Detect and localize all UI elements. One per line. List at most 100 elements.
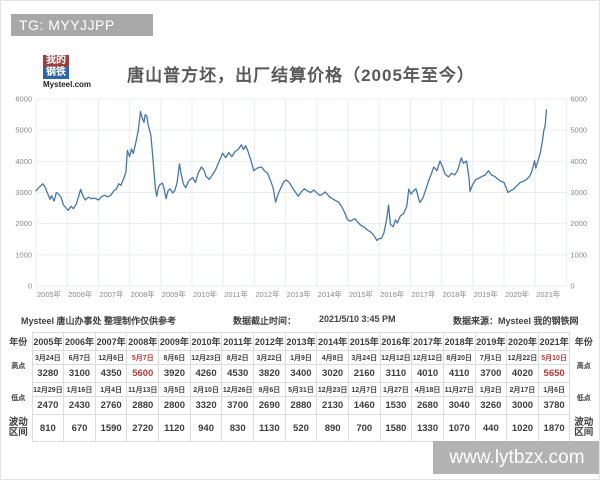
x-axis-label: 2013年 — [287, 289, 312, 299]
range-cell: 1020 — [506, 414, 539, 442]
low-value-cell: 2430 — [63, 396, 96, 415]
low-value-cell: 3320 — [189, 396, 223, 415]
x-axis-label: 2016年 — [380, 289, 405, 299]
low-date-cell: 5月31日 — [284, 382, 318, 397]
high-date-cell: 1月9日 — [284, 350, 318, 365]
high-value-cell: 4010 — [411, 364, 444, 383]
y-axis-label-right: 4000 — [570, 157, 587, 166]
high-date-cell: 7月1日 — [474, 350, 508, 365]
table-row-range: 波动区间 810 670 1590 2720 1120 940 830 1130 520 890 70… — [5, 414, 597, 442]
x-axis-label: 2007年 — [99, 289, 124, 299]
x-axis-label: 2005年 — [37, 289, 62, 299]
year-cell: 2015年 — [347, 332, 381, 351]
low-value-cell: 2760 — [94, 396, 128, 415]
low-date-cell: 1月16日 — [63, 382, 96, 397]
low-value-cell: 2470 — [31, 396, 65, 415]
logo-block-top: 我的 — [43, 55, 69, 67]
low-date-cell: 12月23日 — [316, 382, 349, 397]
high-value-cell: 3280 — [31, 364, 65, 383]
y-axis-label-left: 2000 — [15, 219, 32, 228]
price-series-line — [35, 109, 548, 242]
y-axis-label-left: 1000 — [15, 250, 32, 259]
table-row-high-dates: 高点 3月24日 6月7日 12月6日 5月7日 8月6日 12月23日 8月2日 3月22日 1… — [5, 350, 597, 370]
low-date-cell: 9月6日 — [253, 382, 286, 397]
range-cell: 1590 — [94, 414, 128, 442]
price-line-chart: 0 0 1000 1000 2000 2000 3000 3000 4000 4000 5000 50… — [15, 95, 587, 300]
mysteel-logo: 我的 钢铁 Mysteel.com — [43, 55, 103, 89]
range-cell: 810 — [31, 414, 65, 442]
low-value-cell: 2800 — [158, 396, 191, 415]
x-axis-label: 2021年 — [536, 289, 561, 299]
year-cell: 2014年 — [316, 332, 349, 351]
range-cell: 1070 — [442, 414, 476, 442]
range-cell: 520 — [284, 414, 318, 442]
high-value-cell: 4110 — [442, 364, 476, 383]
range-cell: 890 — [316, 414, 349, 442]
row-label: 年份 — [574, 336, 593, 347]
x-axis-label: 2012年 — [255, 289, 280, 299]
high-date-cell: 5月10日 — [537, 350, 571, 365]
high-date-cell: 5月7日 — [126, 350, 160, 365]
x-axis-label: 2008年 — [131, 289, 156, 299]
y-axis-label-left: 3000 — [15, 188, 32, 197]
low-date-cell: 1月4日 — [94, 382, 128, 397]
x-axis-label: 2006年 — [68, 289, 93, 299]
high-value-cell: 4530 — [221, 364, 255, 383]
high-date-cell: 12月22日 — [506, 350, 539, 365]
x-axis-label: 2009年 — [162, 289, 187, 299]
high-value-cell: 3920 — [158, 364, 191, 383]
high-value-cell: 5600 — [126, 364, 160, 383]
telegram-channel-badge: TG: MYYJJPP — [11, 14, 153, 36]
row-label: 年份 — [9, 336, 28, 347]
high-date-cell: 8月20日 — [442, 350, 476, 365]
range-cell: 830 — [221, 414, 255, 442]
telegram-channel-text: TG: MYYJJPP — [19, 17, 115, 33]
logo-block-bottom: 钢铁 — [43, 67, 69, 79]
high-value-cell: 3400 — [284, 364, 318, 383]
low-date-cell: 4月18日 — [411, 382, 444, 397]
range-cell: 2720 — [126, 414, 160, 442]
y-axis-label-right: 3000 — [570, 188, 587, 197]
range-cell: 440 — [474, 414, 508, 442]
year-cell: 2012年 — [253, 332, 286, 351]
high-value-cell: 4020 — [506, 364, 539, 383]
range-cell: 1330 — [411, 414, 444, 442]
y-axis-label-right: 2000 — [570, 219, 587, 228]
year-cell: 2019年 — [474, 332, 508, 351]
year-cell: 2009年 — [158, 332, 191, 351]
low-date-cell: 12月26日 — [221, 382, 255, 397]
table-row-years: 年份 2005年 2006年 2007年 2008年 2009年 2010年 2011年 201… — [5, 332, 597, 351]
high-value-cell: 4260 — [189, 364, 223, 383]
high-date-cell: 12月12日 — [379, 350, 413, 365]
low-date-cell: 12月29日 — [31, 382, 65, 397]
y-axis-label-right: 6000 — [570, 95, 587, 104]
low-date-cell: 1月2日 — [474, 382, 508, 397]
y-axis-label-left: 0 — [28, 282, 32, 291]
x-axis-label: 2011年 — [224, 289, 248, 299]
high-date-cell: 12月23日 — [189, 350, 223, 365]
year-cell: 2017年 — [411, 332, 444, 351]
low-date-cell: 11月13日 — [126, 382, 160, 397]
year-cell: 2018年 — [442, 332, 476, 351]
chart-footnote-row: Mysteel 唐山办事处 整理制作仅供参考 数据截止时间： 2021/5/10… — [1, 314, 599, 328]
year-cell: 2006年 — [63, 332, 96, 351]
row-label: 高点 — [11, 362, 26, 370]
high-date-cell: 3月22日 — [253, 350, 286, 365]
x-axis-label: 2010年 — [193, 289, 218, 299]
range-cell: 1120 — [158, 414, 191, 442]
row-label: 高点 — [576, 362, 591, 370]
high-date-cell: 8月6日 — [158, 350, 191, 365]
year-cell: 2011年 — [221, 332, 255, 351]
range-cell: 1580 — [379, 414, 413, 442]
low-value-cell: 2130 — [316, 396, 349, 415]
low-value-cell: 2690 — [253, 396, 286, 415]
year-cell: 2021年 — [537, 332, 571, 351]
low-value-cell: 3260 — [474, 396, 508, 415]
page-title: 唐山普方坯，出厂结算价格（2005年至今） — [127, 66, 475, 85]
range-cell: 670 — [63, 414, 96, 442]
low-value-cell: 2880 — [126, 396, 160, 415]
high-value-cell: 3700 — [474, 364, 508, 383]
x-axis-label: 2019年 — [474, 289, 499, 299]
high-date-cell: 8月2日 — [221, 350, 255, 365]
